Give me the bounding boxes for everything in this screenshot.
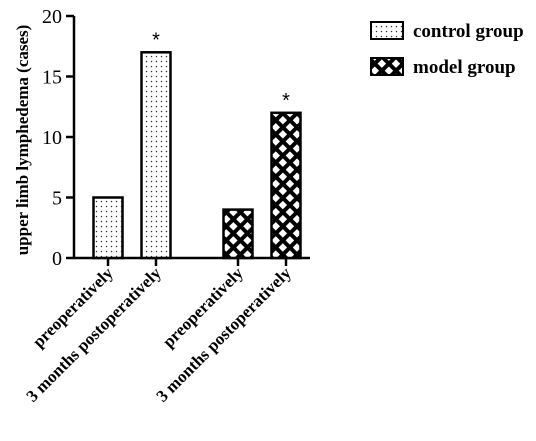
legend-label: control group bbox=[413, 21, 524, 42]
y-axis-title: upper limb lymphedema (cases) bbox=[13, 25, 32, 256]
y-tick-label: 20 bbox=[42, 6, 62, 28]
legend-label: model group bbox=[413, 57, 516, 78]
category-label: preoperatively bbox=[159, 263, 247, 351]
legend-swatch bbox=[370, 21, 404, 40]
bar bbox=[92, 196, 124, 260]
y-tick-label: 10 bbox=[42, 127, 62, 149]
legend: control group model group bbox=[370, 21, 524, 78]
significance-marker: * bbox=[152, 29, 160, 51]
bars: ** bbox=[92, 29, 302, 260]
y-tick-label: 15 bbox=[42, 67, 62, 89]
axes: 0 5 10 15 20 bbox=[42, 6, 310, 270]
bar bbox=[140, 51, 172, 260]
significance-marker: * bbox=[282, 90, 290, 112]
y-tick-label: 5 bbox=[52, 188, 62, 210]
bar bbox=[222, 208, 254, 260]
bar bbox=[270, 111, 302, 260]
y-tick-label: 0 bbox=[52, 248, 62, 270]
category-label: preoperatively bbox=[29, 263, 117, 351]
legend-swatch bbox=[370, 57, 404, 76]
